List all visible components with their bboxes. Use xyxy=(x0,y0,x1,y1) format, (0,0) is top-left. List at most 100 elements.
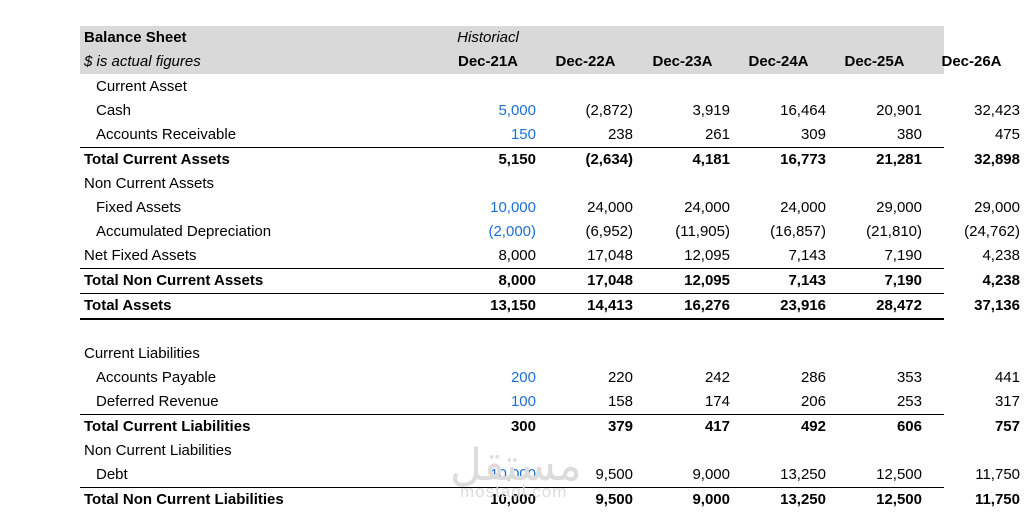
column-header: Dec-22A xyxy=(555,53,616,70)
cell-value: 261 xyxy=(704,126,730,143)
cell-value: 10,000 xyxy=(490,466,536,483)
cell-value: 3,919 xyxy=(692,102,730,119)
column-header: Dec-24A xyxy=(748,53,809,70)
cell-value: 220 xyxy=(607,369,633,386)
cell-value: 28,472 xyxy=(876,297,922,314)
cell-value: 100 xyxy=(510,393,536,410)
row-label: Accounts Payable xyxy=(96,369,217,386)
cell-value: 492 xyxy=(800,418,826,435)
cell-value: (2,000) xyxy=(488,223,536,240)
cell-value: 5,000 xyxy=(498,102,536,119)
cell-value: 238 xyxy=(607,126,633,143)
cell-value: 441 xyxy=(994,369,1020,386)
cell-value: 8,000 xyxy=(498,247,536,264)
column-header: Dec-26A xyxy=(941,53,1002,70)
cell-value: 4,238 xyxy=(982,272,1020,289)
row-deferred-revenue: Deferred Revenue 100 158 174 206 253 317 xyxy=(80,390,1020,414)
cell-value: 17,048 xyxy=(587,247,633,264)
cell-value: 12,500 xyxy=(876,491,922,508)
cell-value: 23,916 xyxy=(780,297,826,314)
cell-value: 16,773 xyxy=(780,151,826,168)
cell-value: 12,095 xyxy=(684,272,730,289)
cell-value: (16,857) xyxy=(770,223,826,240)
cell-value: 12,500 xyxy=(876,466,922,483)
cell-value: 29,000 xyxy=(876,199,922,216)
cell-value: 29,000 xyxy=(974,199,1020,216)
row-label: Debt xyxy=(96,466,128,483)
cell-value: 13,250 xyxy=(780,466,826,483)
section-current-asset: Current Asset xyxy=(80,75,944,99)
row-label: Non Current Liabilities xyxy=(84,442,232,459)
row-total-non-current-assets: Total Non Current Assets 8,000 17,048 12… xyxy=(80,268,1020,293)
header-background xyxy=(80,26,944,74)
cell-value: 150 xyxy=(510,126,536,143)
sheet-subtitle: $ is actual figures xyxy=(84,53,201,70)
row-label: Total Current Assets xyxy=(84,151,230,168)
cell-value: 174 xyxy=(704,393,730,410)
header-row-1: Balance Sheet Historiacl xyxy=(80,26,944,50)
row-net-fixed-assets: Net Fixed Assets 8,000 17,048 12,095 7,1… xyxy=(80,244,1020,268)
row-label: Fixed Assets xyxy=(96,199,182,216)
cell-value: 379 xyxy=(607,418,633,435)
cell-value: 253 xyxy=(896,393,922,410)
row-total-current-assets: Total Current Assets 5,150 (2,634) 4,181… xyxy=(80,147,1020,172)
row-total-non-current-liabilities: Total Non Current Liabilities 10,000 9,5… xyxy=(80,487,1020,512)
row-label: Total Assets xyxy=(84,297,172,314)
cell-value: 32,423 xyxy=(974,102,1020,119)
cell-value: 206 xyxy=(800,393,826,410)
cell-value: 16,464 xyxy=(780,102,826,119)
cell-value: (2,872) xyxy=(585,102,633,119)
row-cash: Cash 5,000 (2,872) 3,919 16,464 20,901 3… xyxy=(80,99,1020,123)
cell-value: 242 xyxy=(704,369,730,386)
row-label: Net Fixed Assets xyxy=(84,247,197,264)
cell-value: 158 xyxy=(607,393,633,410)
cell-value: 20,901 xyxy=(876,102,922,119)
cell-value: 286 xyxy=(800,369,826,386)
cell-value: 200 xyxy=(510,369,536,386)
row-label: Total Current Liabilities xyxy=(84,418,251,435)
cell-value: 13,150 xyxy=(490,297,536,314)
sheet-title: Balance Sheet xyxy=(84,29,187,46)
cell-value: (2,634) xyxy=(585,151,633,168)
cell-value: 4,181 xyxy=(692,151,730,168)
cell-value: 8,000 xyxy=(498,272,536,289)
cell-value: 9,500 xyxy=(595,491,633,508)
cell-value: (24,762) xyxy=(964,223,1020,240)
cell-value: 9,000 xyxy=(692,491,730,508)
cell-value: 475 xyxy=(994,126,1020,143)
cell-value: 757 xyxy=(994,418,1020,435)
row-accounts-receivable: Accounts Receivable 150 238 261 309 380 … xyxy=(80,123,1020,147)
cell-value: 7,143 xyxy=(788,247,826,264)
cell-value: 24,000 xyxy=(780,199,826,216)
cell-value: 5,150 xyxy=(498,151,536,168)
cell-value: 7,143 xyxy=(788,272,826,289)
row-label: Deferred Revenue xyxy=(96,393,219,410)
cell-value: 7,190 xyxy=(884,247,922,264)
cell-value: 9,000 xyxy=(692,466,730,483)
cell-value: 10,000 xyxy=(490,491,536,508)
cell-value: 9,500 xyxy=(595,466,633,483)
cell-value: (21,810) xyxy=(866,223,922,240)
cell-value: 353 xyxy=(896,369,922,386)
row-label: Current Liabilities xyxy=(84,345,200,362)
cell-value: 24,000 xyxy=(587,199,633,216)
row-label: Accounts Receivable xyxy=(96,126,237,143)
row-total-assets: Total Assets 13,150 14,413 16,276 23,916… xyxy=(80,293,1020,320)
cell-value: 17,048 xyxy=(587,272,633,289)
row-fixed-assets: Fixed Assets 10,000 24,000 24,000 24,000… xyxy=(80,196,1020,220)
cell-value: 309 xyxy=(800,126,826,143)
section-current-liabilities: Current Liabilities xyxy=(80,342,944,366)
cell-value: 13,250 xyxy=(780,491,826,508)
cell-value: 11,750 xyxy=(974,491,1020,508)
row-total-current-liabilities: Total Current Liabilities 300 379 417 49… xyxy=(80,414,1020,439)
row-label: Non Current Assets xyxy=(84,175,215,192)
cell-value: 4,238 xyxy=(982,247,1020,264)
cell-value: 37,136 xyxy=(974,297,1020,314)
cell-value: 606 xyxy=(896,418,922,435)
cell-value: 16,276 xyxy=(684,297,730,314)
cell-value: 21,281 xyxy=(876,151,922,168)
row-accounts-payable: Accounts Payable 200 220 242 286 353 441 xyxy=(80,366,1020,390)
column-header: Dec-25A xyxy=(844,53,905,70)
historical-label: Historiacl xyxy=(457,29,519,46)
cell-value: (6,952) xyxy=(585,223,633,240)
